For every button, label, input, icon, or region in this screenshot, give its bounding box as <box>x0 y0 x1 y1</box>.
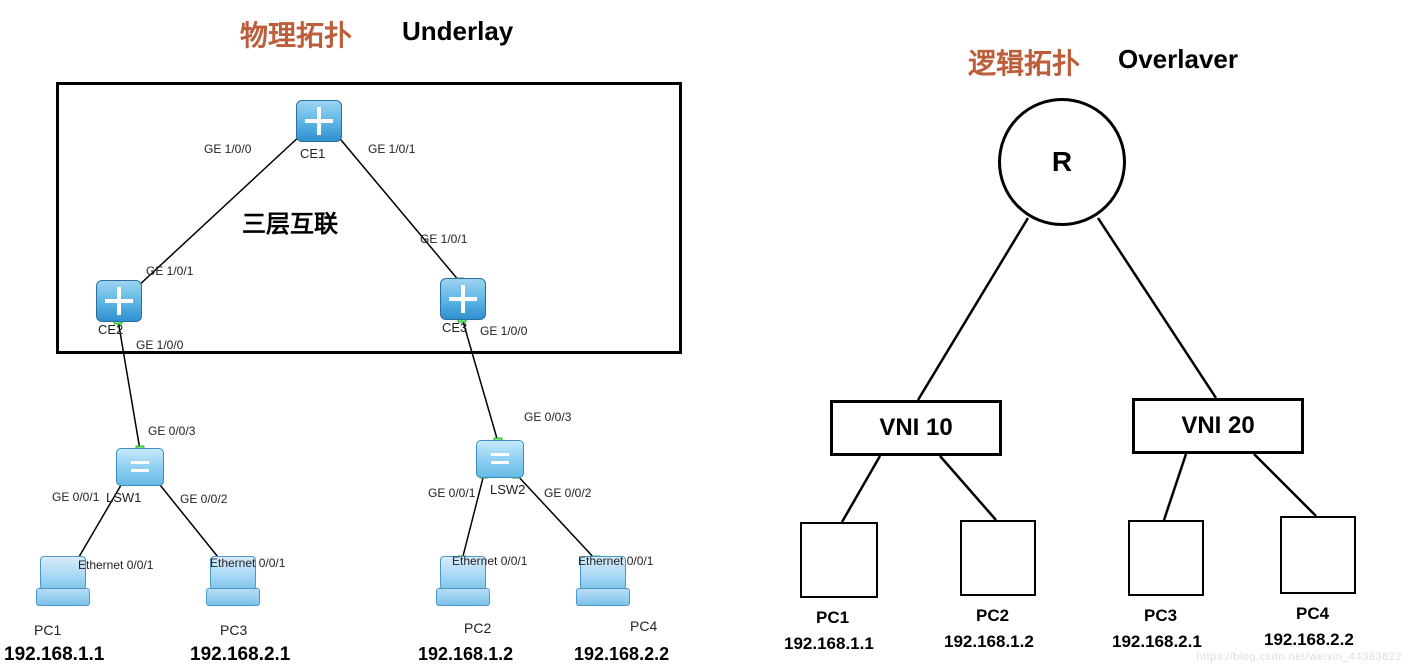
pc-ip-pc2: 192.168.1.2 <box>418 644 513 665</box>
logical-pc-name-pc3: PC3 <box>1144 606 1177 626</box>
ce2-router-icon <box>96 280 140 320</box>
left-title-red: 物理拓扑 <box>240 14 352 54</box>
right-title-black: Overlaver <box>1118 44 1238 75</box>
ce1-router-icon <box>296 100 340 140</box>
logical-pc-name-pc1: PC1 <box>816 608 849 628</box>
logical-pc-ip-pc4: 192.168.2.2 <box>1264 630 1354 650</box>
dev-label-ce2: CE2 <box>98 322 123 337</box>
logical-pc-ip-pc2: 192.168.1.2 <box>944 632 1034 652</box>
if-label-7: GE 0/0/3 <box>524 410 571 424</box>
pc-name-pc4: PC4 <box>630 618 657 634</box>
physical-border <box>56 82 682 354</box>
if-label-1: GE 1/0/1 <box>368 142 415 156</box>
logical-pc-name-pc4: PC4 <box>1296 604 1329 624</box>
dev-label-ce1: CE1 <box>300 146 325 161</box>
l3-interconnect-label: 三层互联 <box>242 204 338 239</box>
vni-box-1: VNI 20 <box>1132 398 1304 454</box>
vni-box-0: VNI 10 <box>830 400 1002 456</box>
pc-name-pc1: PC1 <box>34 622 61 638</box>
if-label-14: Ethernet 0/0/1 <box>452 554 527 568</box>
if-label-15: Ethernet 0/0/1 <box>578 554 653 568</box>
logical-pc-name-pc2: PC2 <box>976 606 1009 626</box>
if-label-0: GE 1/0/0 <box>204 142 251 156</box>
ce3-router-icon <box>440 278 484 318</box>
pc-ip-pc4: 192.168.2.2 <box>574 644 669 665</box>
logical-pc-box-pc1 <box>800 522 878 598</box>
lsw1-switch-icon <box>116 448 162 484</box>
pc-name-pc3: PC3 <box>220 622 247 638</box>
logical-pc-box-pc2 <box>960 520 1036 596</box>
pc-ip-pc1: 192.168.1.1 <box>4 644 104 666</box>
logical-pc-box-pc4 <box>1280 516 1356 594</box>
if-label-8: GE 0/0/1 <box>52 490 99 504</box>
if-label-9: GE 0/0/2 <box>180 492 227 506</box>
dev-label-lsw1: LSW1 <box>106 490 141 505</box>
left-title-black: Underlay <box>402 16 513 47</box>
if-label-4: GE 1/0/0 <box>136 338 183 352</box>
pc-name-pc2: PC2 <box>464 620 491 636</box>
if-label-6: GE 0/0/3 <box>148 424 195 438</box>
watermark: https://blog.csdn.net/weixin_44383822 <box>1196 651 1402 663</box>
dev-label-lsw2: LSW2 <box>490 482 525 497</box>
right-title-red: 逻辑拓扑 <box>968 42 1080 82</box>
if-label-3: GE 1/0/1 <box>420 232 467 246</box>
logical-pc-ip-pc3: 192.168.2.1 <box>1112 632 1202 652</box>
if-label-13: Ethernet 0/0/1 <box>210 556 285 570</box>
logical-pc-ip-pc1: 192.168.1.1 <box>784 634 874 654</box>
logical-root: R <box>998 98 1126 226</box>
if-label-10: GE 0/0/1 <box>428 486 475 500</box>
logical-pc-box-pc3 <box>1128 520 1204 596</box>
if-label-5: GE 1/0/0 <box>480 324 527 338</box>
if-label-11: GE 0/0/2 <box>544 486 591 500</box>
pc-ip-pc3: 192.168.2.1 <box>190 644 290 666</box>
lsw2-switch-icon <box>476 440 522 476</box>
dev-label-ce3: CE3 <box>442 320 467 335</box>
if-label-2: GE 1/0/1 <box>146 264 193 278</box>
if-label-12: Ethernet 0/0/1 <box>78 558 153 572</box>
